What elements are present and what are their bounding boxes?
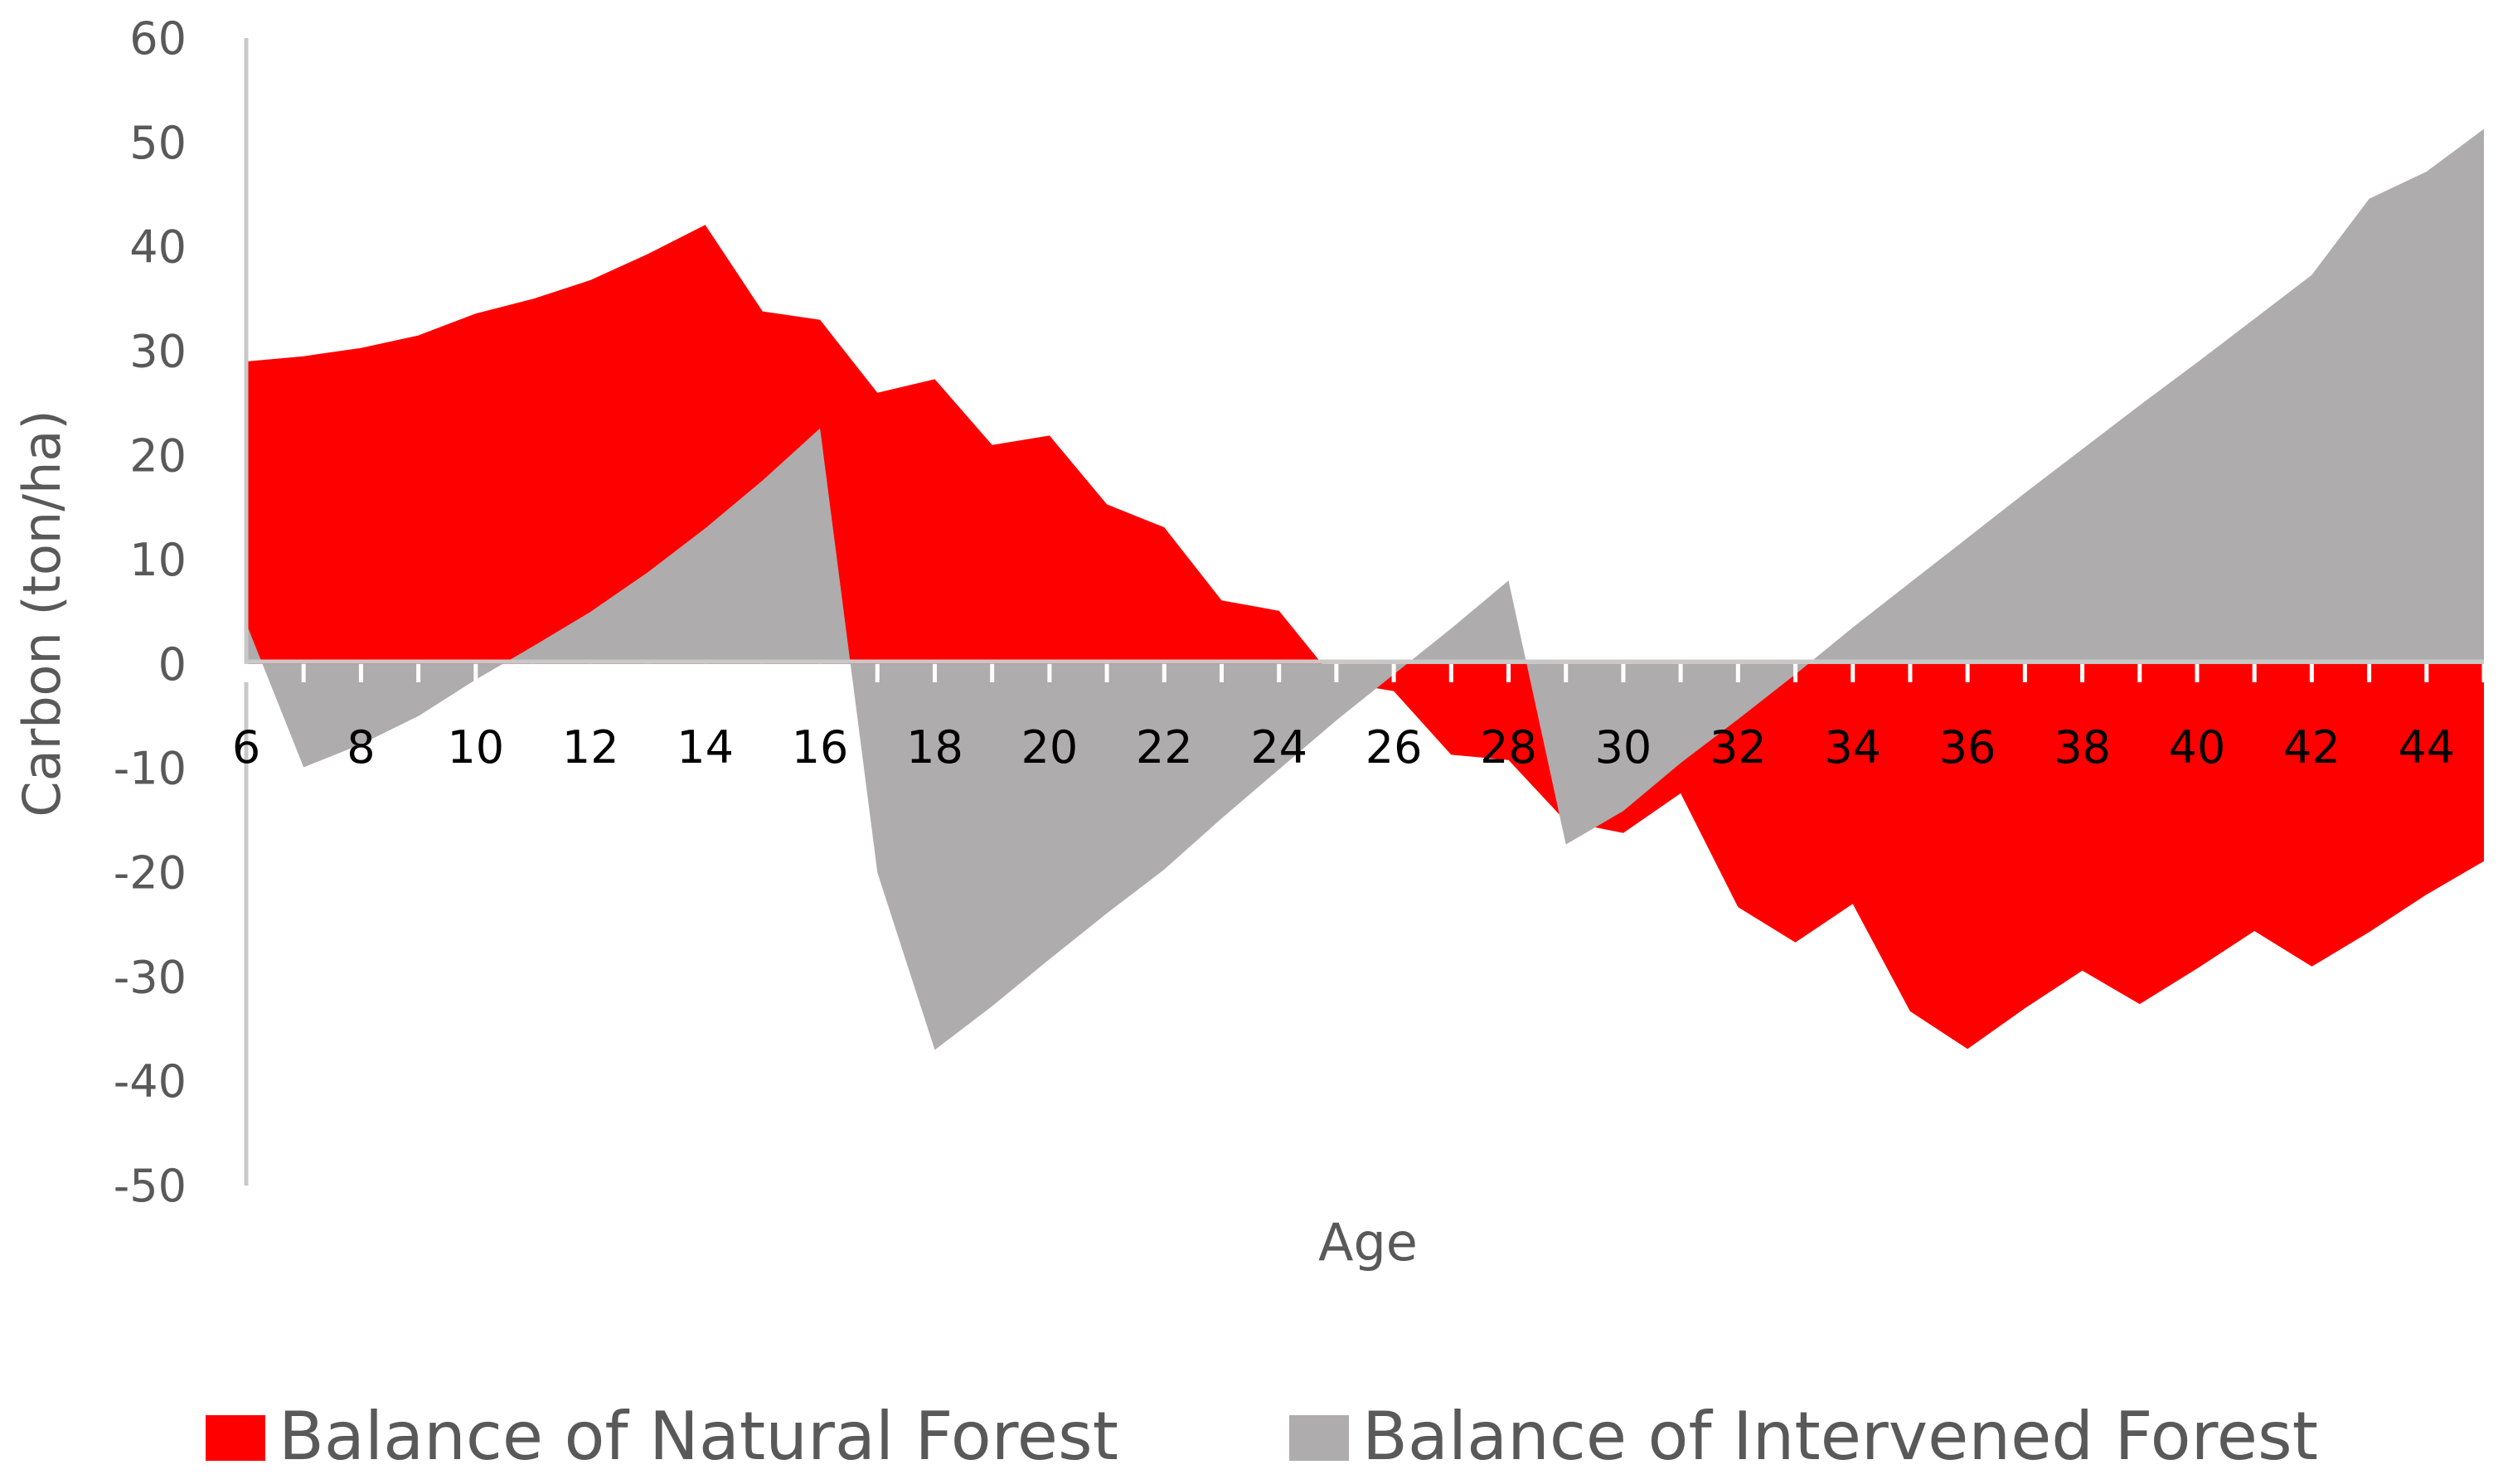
y-tick-label: 60 [129,12,187,65]
x-tick-label: 18 [906,721,963,774]
y-tick-label: 30 [129,325,187,377]
legend-swatch [206,1415,265,1461]
x-tick-label: 8 [347,721,375,774]
x-tick-label: 24 [1250,721,1307,774]
x-tick-label: 38 [2054,721,2111,774]
x-tick-label: 36 [1939,721,1996,774]
series-area-1 [246,225,2484,1050]
y-axis-tick-labels: 60 50 40 30 20 10 0 -10 -20 -30 -40 -50 [114,12,187,1212]
x-tick-label: 16 [792,721,849,774]
y-tick-label: -20 [114,847,187,900]
x-tick-label: 32 [1710,721,1767,774]
x-tick-label: 44 [2398,721,2455,774]
x-tick-label: 40 [2169,721,2226,774]
x-tick-label: 10 [447,721,504,774]
y-tick-label: -50 [114,1160,187,1212]
y-tick-label: 10 [129,534,187,586]
y-tick-label: 50 [129,117,187,169]
legend-swatch [1289,1415,1349,1461]
y-tick-label: 20 [129,429,187,482]
legend-label: Balance of Intervened Forest [1362,1398,2318,1475]
x-tick-label: 26 [1365,721,1423,774]
x-tick-label: 14 [677,721,734,774]
y-tick-label: 0 [158,638,187,691]
x-axis-ticks [244,663,2486,682]
x-axis-tick-labels: 6 8 10 12 14 16 18 20 22 24 26 28 30 32 34 36 38 40 42 44 [232,721,2455,774]
y-axis-title: Carbon (ton/ha) [12,410,72,817]
series-layer [246,129,2484,1050]
y-tick-label: 40 [129,221,187,274]
x-axis-title: Age [1318,1212,1418,1273]
x-tick-label: 42 [2283,721,2340,774]
x-tick-label: 6 [232,721,260,774]
legend-label: Balance of Natural Forest [279,1398,1118,1475]
x-tick-label: 22 [1136,721,1193,774]
x-tick-label: 28 [1480,721,1537,774]
legend: Balance of Natural Forest Balance of Inte… [206,1398,2318,1475]
y-tick-label: -10 [114,743,187,795]
y-tick-label: -30 [114,951,187,1003]
x-tick-label: 30 [1595,721,1652,774]
x-tick-label: 12 [562,721,619,774]
series-area-2 [246,129,2484,1050]
x-tick-label: 20 [1021,721,1079,774]
x-tick-label: 34 [1824,721,1881,774]
y-tick-label: -40 [114,1055,187,1108]
